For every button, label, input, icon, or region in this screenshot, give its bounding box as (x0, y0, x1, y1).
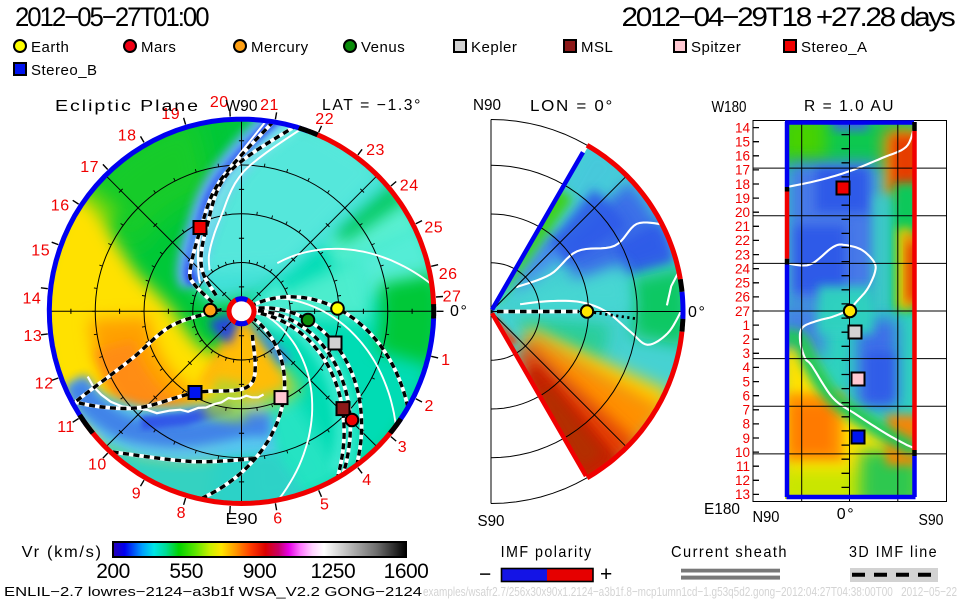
svg-text:19: 19 (161, 106, 180, 123)
svg-text:21: 21 (260, 97, 279, 114)
svg-text:2012−05−27T01:00: 2012−05−27T01:00 (15, 2, 209, 32)
svg-text:17: 17 (80, 159, 99, 176)
svg-text:Mercury: Mercury (251, 39, 309, 56)
svg-text:14: 14 (23, 290, 42, 307)
svg-text:Current sheath: Current sheath (671, 544, 788, 561)
svg-text:10: 10 (88, 457, 107, 474)
svg-text:6: 6 (742, 389, 750, 404)
svg-text:550: 550 (169, 560, 203, 583)
svg-text:17: 17 (735, 163, 750, 178)
svg-text:13: 13 (24, 328, 43, 345)
svg-text:9: 9 (742, 431, 750, 446)
svg-text:24: 24 (400, 177, 419, 194)
svg-text:E90: E90 (226, 511, 258, 528)
svg-text:MSL: MSL (581, 39, 613, 56)
svg-text:8: 8 (742, 417, 750, 432)
svg-text:24: 24 (735, 262, 751, 277)
svg-text:3: 3 (742, 346, 750, 361)
svg-text:Ecliptic Plane: Ecliptic Plane (55, 98, 200, 115)
svg-text:Venus: Venus (361, 39, 405, 56)
svg-text:16: 16 (51, 198, 70, 215)
svg-text:11: 11 (57, 419, 75, 436)
svg-text:N90: N90 (473, 97, 501, 114)
svg-text:26: 26 (439, 266, 458, 283)
svg-text:1: 1 (441, 352, 450, 369)
svg-text:18: 18 (118, 128, 137, 145)
svg-text:19: 19 (735, 191, 750, 206)
svg-text:27: 27 (443, 289, 462, 306)
svg-text:27: 27 (735, 304, 750, 319)
svg-text:0°: 0° (450, 303, 469, 320)
svg-text:4: 4 (362, 472, 371, 489)
svg-text:200: 200 (96, 560, 130, 583)
svg-text:6: 6 (273, 511, 282, 528)
svg-text:1250: 1250 (310, 560, 355, 583)
svg-text:25: 25 (735, 276, 750, 291)
svg-text:Mars: Mars (141, 39, 176, 56)
svg-text:S90: S90 (919, 512, 944, 529)
svg-text:2: 2 (742, 332, 750, 347)
svg-text:15: 15 (735, 135, 750, 150)
svg-text:3D IMF line: 3D IMF line (849, 544, 938, 561)
svg-text:16: 16 (735, 149, 750, 164)
svg-text:R = 1.0 AU: R = 1.0 AU (804, 98, 895, 115)
svg-text:Earth: Earth (31, 39, 69, 56)
svg-text:9: 9 (132, 486, 141, 503)
svg-text:22: 22 (735, 233, 750, 248)
svg-text:examples/wsafr2.7/256x30x90x1.: examples/wsafr2.7/256x30x90x1.2124−a3b1f… (423, 584, 957, 599)
svg-text:4: 4 (742, 360, 750, 375)
svg-text:ENLIL−2.7 lowres−2124−a3b1f WS: ENLIL−2.7 lowres−2124−a3b1f WSA_V2.2 GON… (4, 584, 422, 599)
svg-text:1600: 1600 (384, 560, 429, 583)
svg-text:8: 8 (177, 505, 186, 522)
svg-text:N90: N90 (753, 509, 780, 526)
svg-text:11: 11 (736, 459, 750, 474)
svg-text:W90: W90 (226, 98, 258, 115)
svg-text:IMF polarity: IMF polarity (501, 544, 593, 561)
svg-text:Stereo_B: Stereo_B (31, 62, 98, 79)
svg-text:Kepler: Kepler (471, 39, 517, 56)
svg-text:3: 3 (398, 439, 407, 456)
svg-text:1: 1 (742, 318, 750, 333)
svg-text:W180: W180 (712, 99, 747, 116)
svg-text:Stereo_A: Stereo_A (801, 39, 868, 56)
svg-text:20: 20 (210, 94, 229, 111)
svg-text:21: 21 (735, 219, 750, 234)
svg-text:0°: 0° (688, 304, 707, 321)
svg-text:26: 26 (735, 290, 750, 305)
svg-text:Vr (km/s): Vr (km/s) (22, 544, 103, 561)
svg-text:20: 20 (735, 205, 750, 220)
svg-text:23: 23 (366, 142, 385, 159)
svg-text:12: 12 (735, 473, 750, 488)
svg-text:14: 14 (735, 120, 751, 135)
svg-text:15: 15 (31, 242, 50, 259)
svg-text:25: 25 (424, 220, 443, 237)
svg-text:13: 13 (735, 487, 750, 502)
svg-text:5: 5 (320, 497, 329, 514)
svg-text:E180: E180 (704, 501, 740, 518)
svg-text:2012−04−29T18 +27.28 days: 2012−04−29T18 +27.28 days (622, 2, 956, 32)
svg-text:LON = 0°: LON = 0° (530, 98, 614, 115)
svg-text:18: 18 (735, 177, 750, 192)
svg-text:12: 12 (35, 376, 54, 393)
svg-text:Spitzer: Spitzer (691, 39, 741, 56)
svg-text:7: 7 (742, 403, 750, 418)
svg-text:23: 23 (735, 247, 750, 262)
svg-text:−: − (479, 563, 491, 586)
svg-text:900: 900 (243, 560, 277, 583)
svg-text:S90: S90 (478, 513, 505, 530)
svg-text:22: 22 (315, 111, 334, 128)
svg-text:5: 5 (742, 374, 750, 389)
svg-text:LAT = −1.3°: LAT = −1.3° (322, 97, 422, 114)
svg-text:10: 10 (735, 445, 750, 460)
svg-text:0°: 0° (837, 506, 856, 523)
svg-text:2: 2 (424, 398, 433, 415)
svg-text:+: + (600, 563, 612, 586)
